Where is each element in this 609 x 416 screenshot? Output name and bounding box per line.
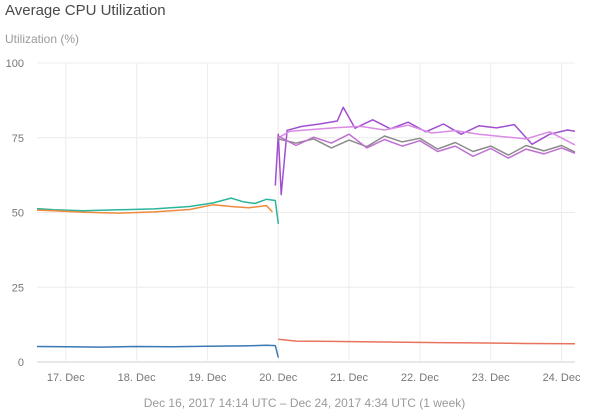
x-axis-tick-labels: 17. Dec 18. Dec 19. Dec 20. Dec 21. Dec 22. D… bbox=[47, 372, 581, 384]
series-line-5 bbox=[274, 106, 576, 196]
series-line-3 bbox=[36, 197, 280, 224]
time-range-caption: Dec 16, 2017 14:14 UTC – Dec 24, 2017 4:… bbox=[143, 396, 466, 410]
x-tick-label: 21. Dec bbox=[330, 372, 368, 384]
x-tick-label: 17. Dec bbox=[47, 372, 85, 384]
series-line-7 bbox=[278, 135, 576, 156]
y-tick-label: 100 bbox=[6, 58, 24, 70]
series-line-8 bbox=[277, 133, 576, 159]
y-axis-label: Utilization (%) bbox=[5, 32, 80, 46]
series-line-1 bbox=[36, 344, 280, 358]
y-axis-tick-labels: 0 25 50 75 100 bbox=[6, 58, 24, 369]
x-tick-label: 19. Dec bbox=[188, 372, 226, 384]
y-tick-label: 0 bbox=[18, 357, 24, 369]
series-line-6 bbox=[277, 124, 576, 146]
series-line-4 bbox=[36, 203, 273, 214]
y-tick-label: 50 bbox=[12, 208, 24, 220]
x-tick-label: 20. Dec bbox=[259, 372, 297, 384]
x-tick-label: 23. Dec bbox=[472, 372, 510, 384]
x-tick-label: 18. Dec bbox=[118, 372, 156, 384]
y-tick-label: 25 bbox=[12, 282, 24, 294]
series-lines bbox=[36, 106, 576, 358]
x-tick-label: 22. Dec bbox=[401, 372, 439, 384]
x-tick-label: 24. Dec bbox=[543, 372, 581, 384]
chart-title: Average CPU Utilization bbox=[5, 2, 166, 19]
y-tick-label: 75 bbox=[12, 133, 24, 145]
series-line-2 bbox=[278, 338, 576, 345]
